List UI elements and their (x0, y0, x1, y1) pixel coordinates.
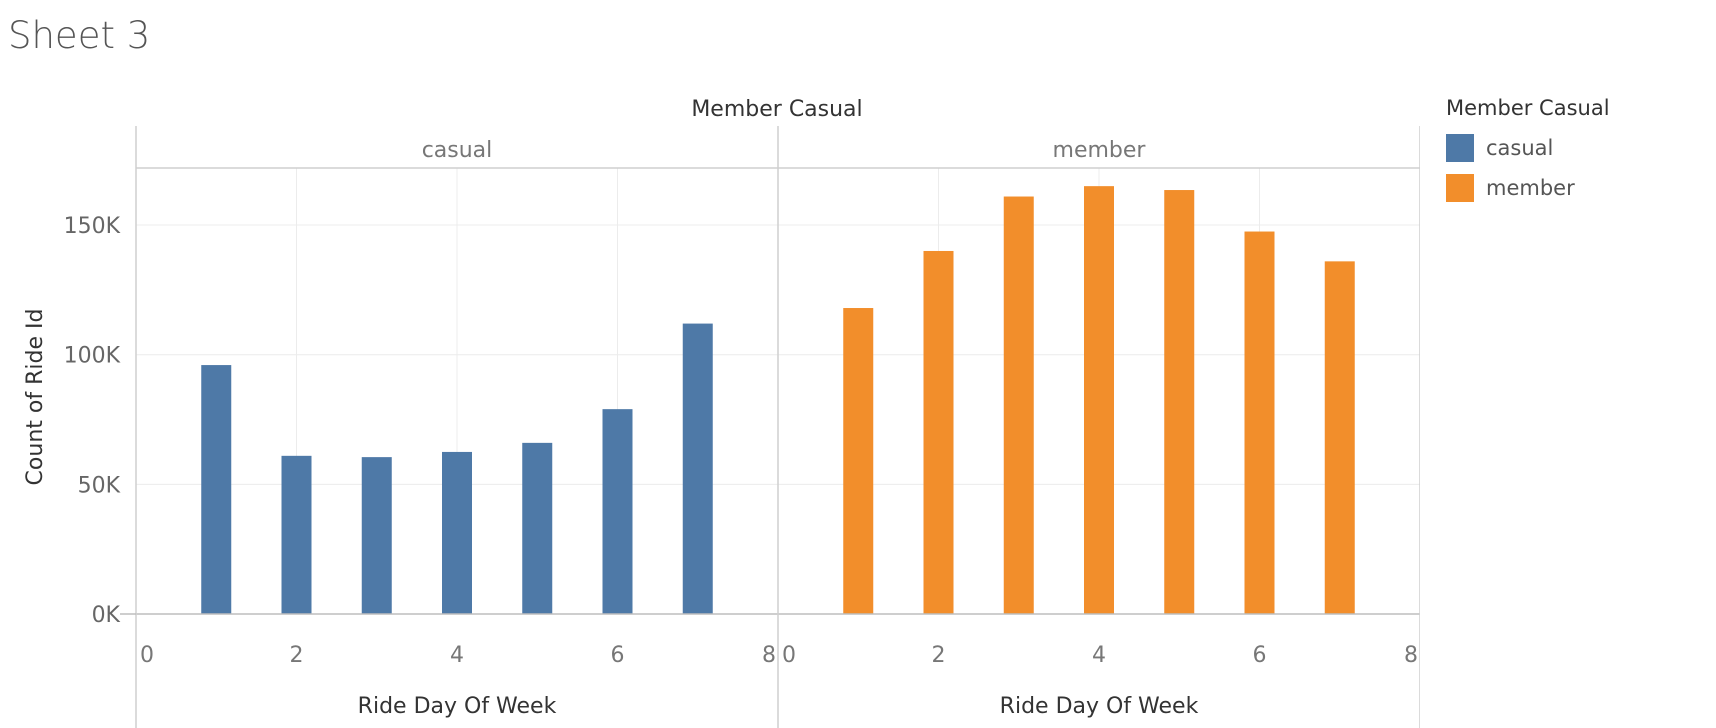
column-header-title: Member Casual (691, 97, 862, 122)
bar-casual-day-2 (281, 455, 312, 614)
panel-header-casual: casual (422, 138, 493, 163)
legend-title: Member Casual (1446, 96, 1610, 120)
bar-member-day-3 (1003, 196, 1034, 614)
x-tick-label: 6 (611, 643, 625, 668)
bar-casual-day-6 (602, 409, 633, 614)
legend-item-casual[interactable]: casual (1446, 128, 1610, 168)
legend-swatch-member (1446, 174, 1474, 202)
bar-member-day-6 (1244, 231, 1275, 615)
y-tick-label: 0K (92, 603, 121, 628)
x-tick-label: 2 (290, 643, 304, 668)
x-axis-title-casual: Ride Day Of Week (358, 694, 557, 719)
y-tick-label: 100K (64, 344, 121, 369)
x-tick-label: 8 (1404, 643, 1418, 668)
legend: Member Casual casual member (1446, 96, 1610, 208)
legend-label-casual: casual (1486, 136, 1554, 160)
y-tick-label: 50K (78, 473, 121, 498)
x-tick-label: 0 (782, 643, 796, 668)
y-tick-label: 150K (64, 214, 121, 239)
y-axis-title: Count of Ride Id (23, 309, 48, 486)
legend-swatch-casual (1446, 134, 1474, 162)
legend-label-member: member (1486, 176, 1575, 200)
sheet-title: Sheet 3 (8, 14, 151, 57)
faceted-bar-chart: Member Casual Count of Ride Id 0K 50K 100K 15… (23, 97, 1420, 728)
bar-member-day-2 (923, 250, 954, 614)
panel-header-member: member (1053, 138, 1147, 163)
x-tick-label: 4 (450, 643, 464, 668)
bar-casual-day-5 (522, 442, 553, 614)
x-tick-label: 2 (932, 643, 946, 668)
x-tick-label: 0 (140, 643, 154, 668)
x-tick-label: 6 (1253, 643, 1267, 668)
bar-member-day-5 (1164, 190, 1195, 614)
x-axis-title-member: Ride Day Of Week (1000, 694, 1199, 719)
bar-member-day-7 (1324, 261, 1355, 614)
x-tick-label: 4 (1092, 643, 1106, 668)
bar-casual-day-3 (361, 457, 392, 614)
x-tick-label: 8 (762, 643, 776, 668)
bar-member-day-4 (1084, 186, 1114, 614)
bar-casual-day-7 (682, 323, 713, 614)
legend-item-member[interactable]: member (1446, 168, 1610, 208)
bar-casual-day-1 (201, 365, 232, 614)
bar-casual-day-4 (442, 451, 472, 614)
bar-member-day-1 (843, 308, 874, 614)
